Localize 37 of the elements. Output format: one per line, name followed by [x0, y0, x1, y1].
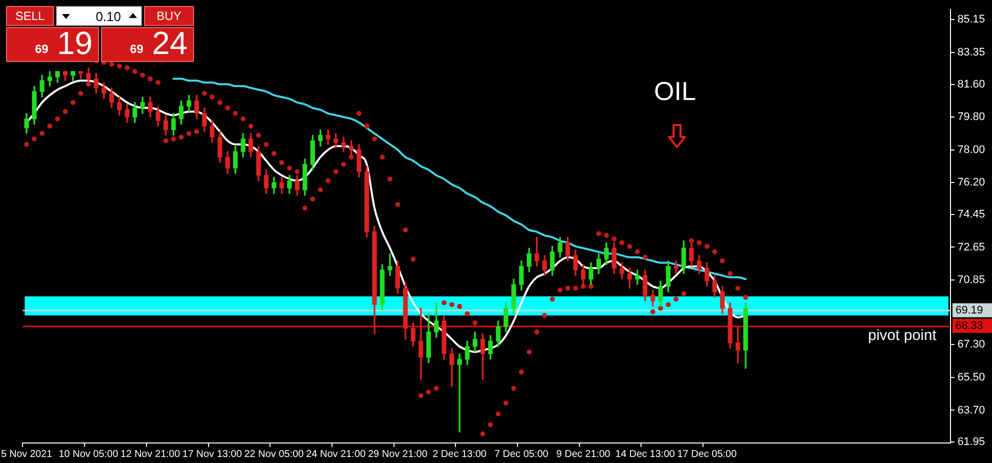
x-tick-label: 29 Nov 21:00 — [368, 448, 428, 460]
x-tick-label: 9 Dec 21:00 — [556, 448, 611, 460]
y-tick-label: 72.65 — [957, 241, 986, 254]
annotation: OIL — [654, 76, 696, 107]
x-tick-label: 17 Dec 05:00 — [677, 448, 738, 460]
annotation: 19 — [57, 25, 93, 62]
annotation: 0.10 — [94, 8, 121, 25]
y-tick-label: 76.20 — [957, 176, 986, 189]
ref-line-label: 68.33 — [955, 320, 984, 332]
y-tick-label: 61.95 — [957, 436, 986, 448]
annotation: 24 — [152, 25, 188, 62]
y-tick-label: 83.35 — [957, 46, 986, 58]
x-tick-label: 14 Dec 13:00 — [615, 448, 676, 460]
y-tick-label: 79.80 — [957, 111, 986, 124]
x-tick-label: 7 Dec 05:00 — [494, 448, 549, 460]
y-tick-label: 70.85 — [957, 274, 986, 286]
x-tick-label: 24 Nov 21:00 — [306, 448, 366, 460]
y-tick-label: 74.45 — [957, 208, 986, 220]
annotation: 69 — [35, 42, 48, 56]
y-tick-label: 78.00 — [957, 144, 986, 156]
y-tick-label: 63.70 — [957, 404, 986, 416]
y-tick-label: 85.15 — [957, 14, 986, 26]
ref-line-label: 69.19 — [955, 304, 984, 316]
x-tick-label: 5 Nov 2021 — [1, 448, 53, 460]
annotation: 69 — [130, 42, 144, 56]
y-tick-label: 81.60 — [957, 78, 986, 90]
x-tick-label: 12 Nov 21:00 — [120, 448, 180, 460]
y-tick-label: 67.30 — [957, 338, 986, 351]
x-tick-label: 22 Nov 05:00 — [244, 448, 304, 460]
annotation: pivot point — [868, 327, 936, 344]
annotation: BUY — [144, 6, 194, 26]
annotation: SELL — [6, 6, 54, 26]
x-tick-label: 10 Nov 05:00 — [58, 448, 119, 460]
x-tick-label: 17 Nov 13:00 — [182, 448, 242, 460]
y-tick-label: 65.50 — [957, 371, 986, 384]
x-tick-label: 2 Dec 13:00 — [432, 448, 487, 460]
line-series — [172, 78, 747, 280]
